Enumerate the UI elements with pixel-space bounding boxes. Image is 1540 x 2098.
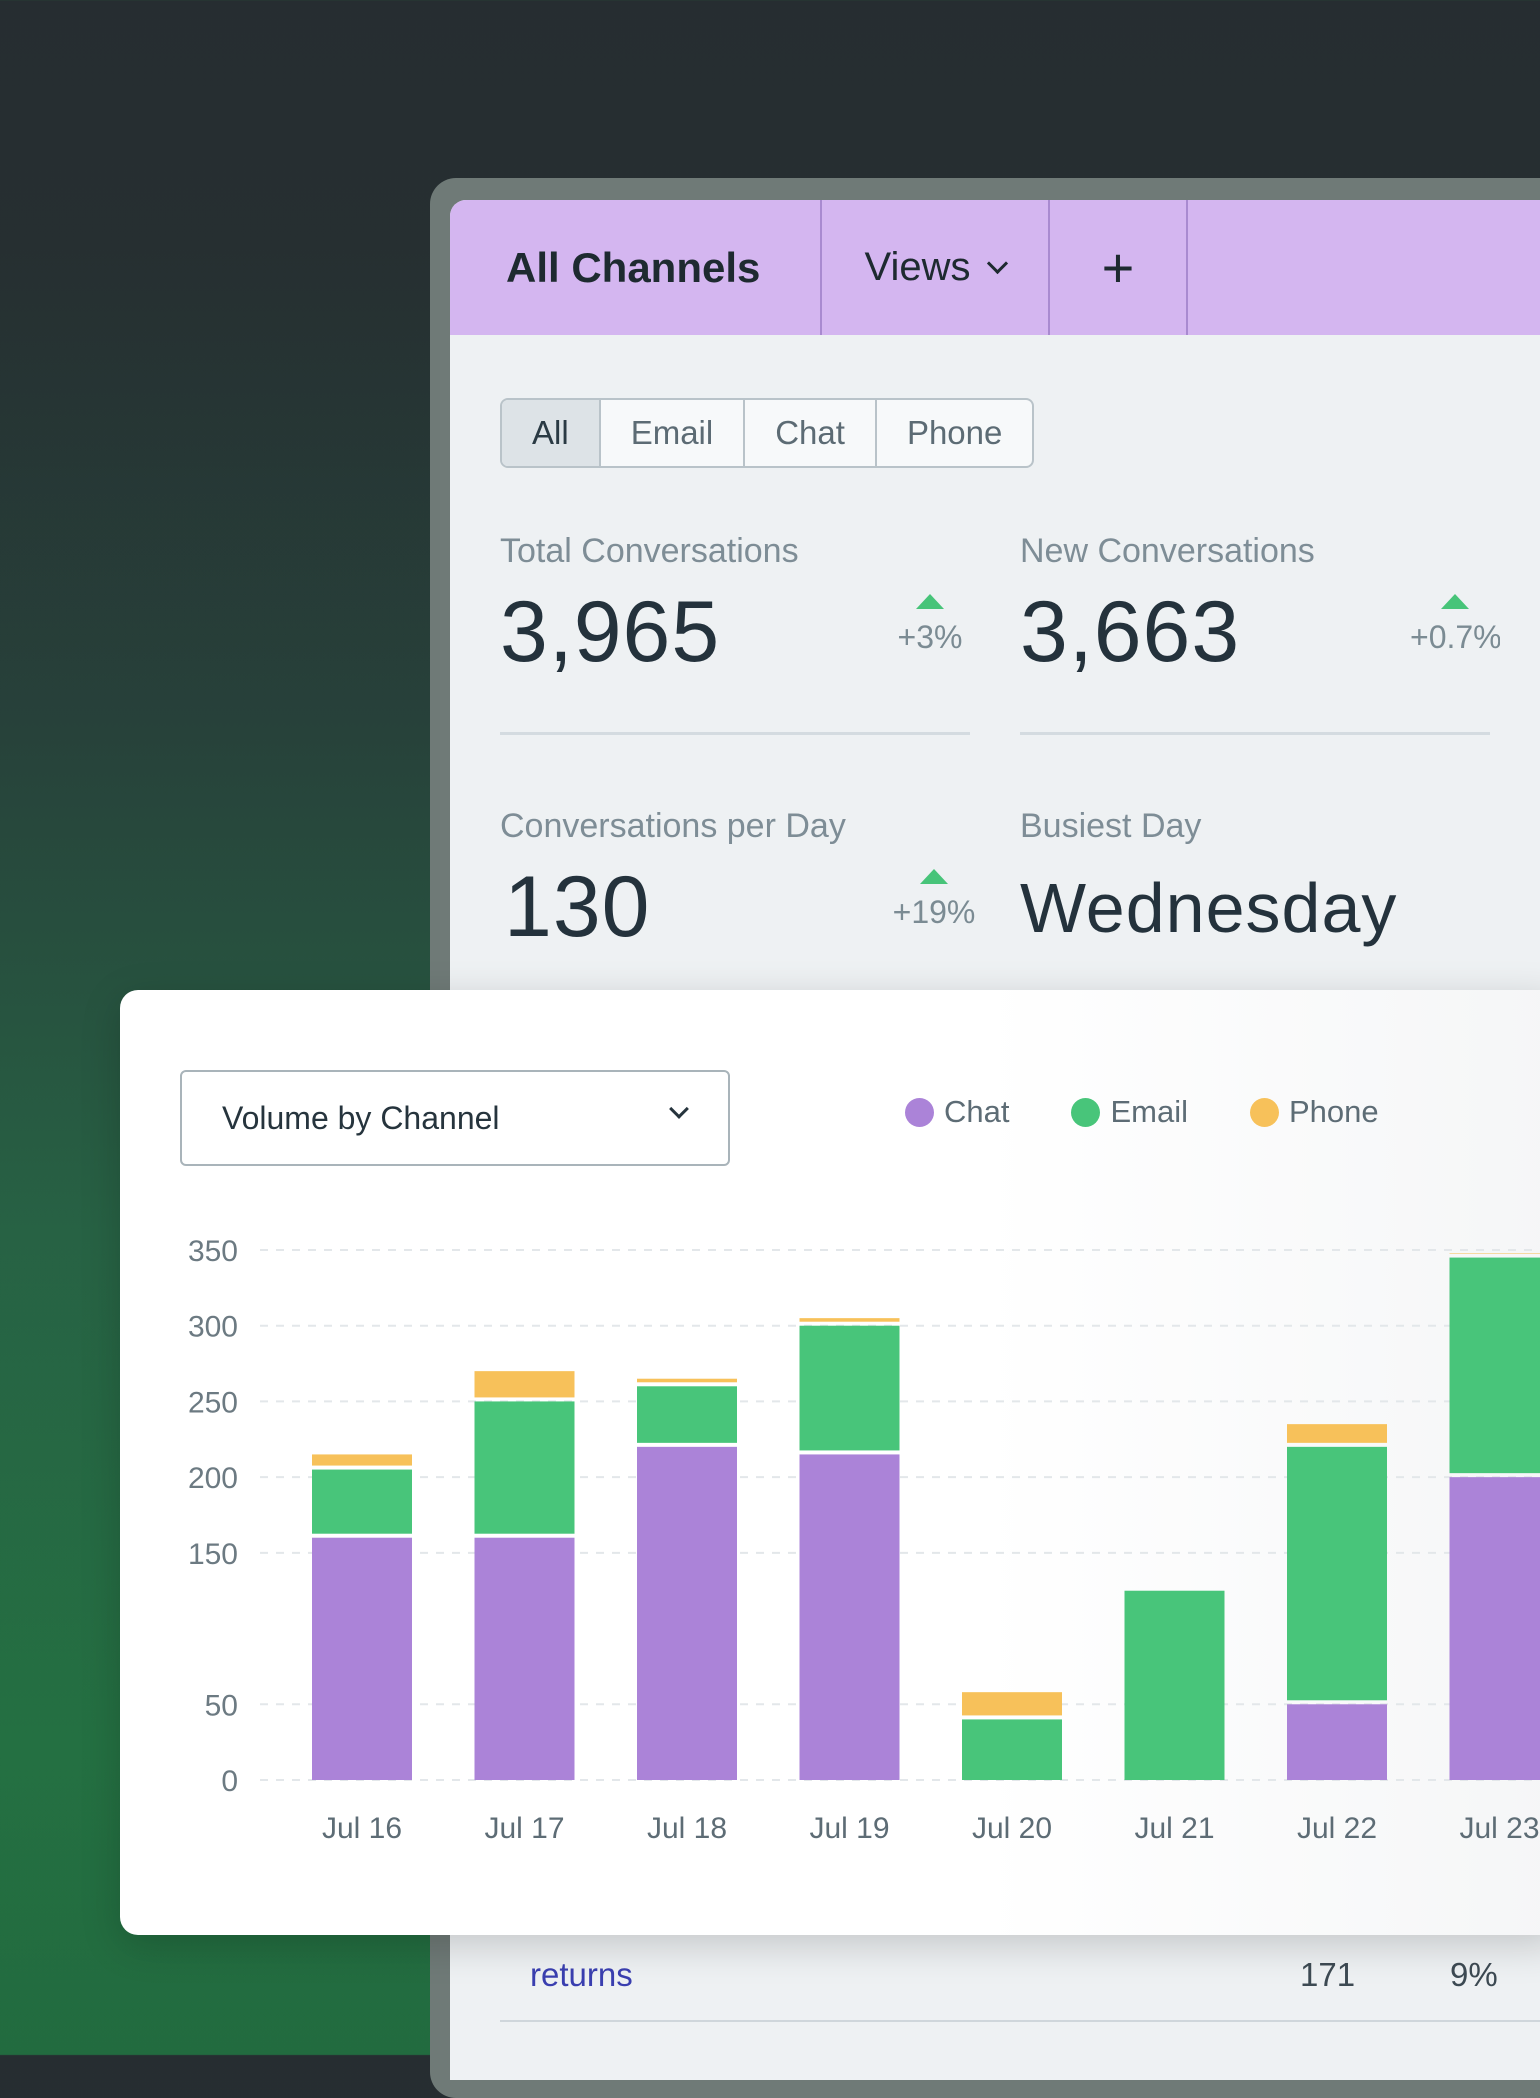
- stat-label: Busiest Day: [1020, 807, 1490, 846]
- filter-chat[interactable]: Chat: [745, 400, 877, 466]
- stat-total-conversations: Total Conversations 3,965 +3%: [500, 532, 970, 682]
- bar-segment-phone[interactable]: [1287, 1424, 1387, 1443]
- plus-icon: +: [1102, 235, 1135, 300]
- x-tick-label: Jul 19: [809, 1812, 889, 1845]
- bar-segment-phone[interactable]: [800, 1318, 900, 1322]
- bar-segment-email[interactable]: [800, 1326, 900, 1451]
- y-tick-label: 350: [188, 1235, 238, 1268]
- bar-segment-phone[interactable]: [475, 1371, 575, 1397]
- channel-filter: All Email Chat Phone: [500, 398, 1034, 468]
- x-tick-label: Jul 23: [1459, 1812, 1539, 1845]
- stat-conversations-per-day: Conversations per Day 130 +19%: [500, 807, 970, 957]
- x-tick-label: Jul 16: [322, 1812, 402, 1845]
- stat-delta: +0.7%: [1410, 594, 1500, 656]
- trend-up-icon: [1441, 594, 1469, 609]
- bar-segment-phone[interactable]: [637, 1379, 737, 1383]
- bar-segment-chat[interactable]: [637, 1447, 737, 1780]
- stat-busiest-day: Busiest Day Wednesday: [1020, 807, 1490, 948]
- tab-all-channels-label: All Channels: [506, 244, 760, 292]
- chevron-down-icon: [987, 253, 1008, 274]
- bar-segment-email[interactable]: [312, 1470, 412, 1534]
- y-tick-label: 300: [188, 1311, 238, 1344]
- top-tab-bar: All Channels Views +: [450, 200, 1540, 335]
- bar-segment-chat[interactable]: [475, 1538, 575, 1780]
- bar-segment-chat[interactable]: [1450, 1477, 1540, 1780]
- bar-segment-chat[interactable]: [312, 1538, 412, 1780]
- bar-segment-phone[interactable]: [312, 1454, 412, 1465]
- trend-up-icon: [916, 594, 944, 609]
- tab-views[interactable]: Views: [822, 200, 1050, 335]
- tab-views-label: Views: [865, 245, 971, 290]
- stat-delta: +19%: [884, 869, 984, 931]
- bar-segment-chat[interactable]: [1287, 1704, 1387, 1780]
- stacked-bar-chart: 0 50 150 200 250 300 350 Jul 16 Jul 17 Jul 18 Jul …: [120, 990, 1540, 1935]
- x-tick-label: Jul 20: [972, 1812, 1052, 1845]
- row-percent: 9%: [1450, 1956, 1498, 1994]
- tab-all-channels[interactable]: All Channels: [450, 200, 822, 335]
- bar-segment-email[interactable]: [1125, 1591, 1225, 1780]
- y-tick-label: 150: [188, 1538, 238, 1571]
- bar-segment-email[interactable]: [962, 1719, 1062, 1780]
- stat-new-conversations: New Conversations 3,663 +0.7%: [1020, 532, 1490, 682]
- x-tick-label: Jul 22: [1297, 1812, 1377, 1845]
- y-tick-label: 50: [205, 1689, 238, 1722]
- y-tick-label: 250: [188, 1386, 238, 1419]
- trend-up-icon: [920, 869, 948, 884]
- row-name-link[interactable]: returns: [500, 1956, 1300, 1994]
- x-tick-label: Jul 21: [1134, 1812, 1214, 1845]
- filter-all[interactable]: All: [502, 400, 601, 466]
- stat-label: Total Conversations: [500, 532, 970, 571]
- stat-delta: +3%: [890, 594, 970, 656]
- y-tick-label: 0: [221, 1765, 238, 1798]
- y-tick-label: 200: [188, 1462, 238, 1495]
- x-tick-label: Jul 18: [647, 1812, 727, 1845]
- stat-value: Wednesday: [1020, 868, 1490, 948]
- bar-segment-email[interactable]: [1450, 1258, 1540, 1474]
- stat-label: Conversations per Day: [500, 807, 970, 846]
- bar-segment-phone[interactable]: [962, 1692, 1062, 1715]
- bar-segment-email[interactable]: [637, 1386, 737, 1443]
- table-row[interactable]: returns 171 9%: [500, 1930, 1540, 2022]
- bar-segment-email[interactable]: [475, 1401, 575, 1533]
- filter-email[interactable]: Email: [601, 400, 746, 466]
- bar-segment-chat[interactable]: [800, 1454, 900, 1780]
- divider: [500, 732, 970, 735]
- filter-phone[interactable]: Phone: [877, 400, 1032, 466]
- bar-segment-email[interactable]: [1287, 1447, 1387, 1700]
- x-tick-label: Jul 17: [484, 1812, 564, 1845]
- stat-label: New Conversations: [1020, 532, 1490, 571]
- bar-segment-phone[interactable]: [1450, 1253, 1540, 1254]
- row-count: 171: [1300, 1956, 1450, 1994]
- add-view-button[interactable]: +: [1050, 200, 1188, 335]
- divider: [1020, 732, 1490, 735]
